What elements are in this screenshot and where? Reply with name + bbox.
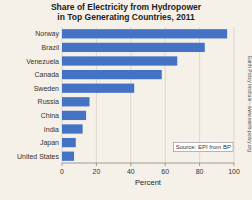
title: Share of Electricity from Hydropowerin T…: [51, 2, 202, 22]
bars: [62, 29, 227, 161]
bar: [62, 29, 227, 38]
y-tick-label: Canada: [34, 71, 59, 78]
y-tick-label: India: [44, 126, 59, 133]
x-tick: [165, 163, 166, 166]
y-tick-label: China: [41, 112, 59, 119]
y-tick-label: United States: [17, 153, 60, 160]
x-tick-label: 0: [60, 168, 64, 175]
title-line: in Top Generating Countries, 2011: [57, 12, 195, 22]
x-tick: [62, 163, 63, 166]
grid: [62, 27, 234, 163]
y-tick-label: Norway: [35, 30, 59, 38]
x-tick-label: 80: [196, 168, 204, 175]
bar: [62, 56, 177, 65]
chart: Share of Electricity from Hydropowerin T…: [0, 0, 252, 200]
grid-line: [234, 27, 235, 163]
x-tick-label: 20: [93, 168, 101, 175]
y-tick-label: Brazil: [41, 44, 59, 51]
x-tick: [199, 163, 200, 166]
y-tick-label: Japan: [40, 139, 59, 147]
x-tick: [130, 163, 131, 166]
x-tick: [234, 163, 235, 166]
bar: [62, 70, 162, 79]
y-tick-label: Russia: [38, 98, 60, 105]
bar: [62, 124, 83, 133]
source-text: Source: EPI from BP: [176, 144, 231, 150]
source-note: Source: EPI from BP: [174, 143, 233, 152]
bar: [62, 138, 76, 147]
x-tick-label: 100: [228, 168, 240, 175]
side-text: Earth Policy Institute - www.earth-polic…: [247, 56, 252, 152]
x-axis-line: [62, 163, 234, 164]
bar: [62, 97, 90, 106]
x-axis-label: Percent: [135, 178, 162, 187]
bar: [62, 152, 74, 161]
x-tick-label: 40: [127, 168, 135, 175]
bar: [62, 111, 86, 120]
y-tick-label: Venezuela: [26, 58, 59, 65]
bar: [62, 84, 134, 93]
x-tick: [96, 163, 97, 166]
source-box: [174, 143, 233, 152]
y-tick-label: Sweden: [34, 85, 59, 92]
title-line: Share of Electricity from Hydropower: [51, 2, 202, 12]
background: [0, 0, 252, 200]
x-tick-label: 60: [161, 168, 169, 175]
bar: [62, 43, 205, 52]
